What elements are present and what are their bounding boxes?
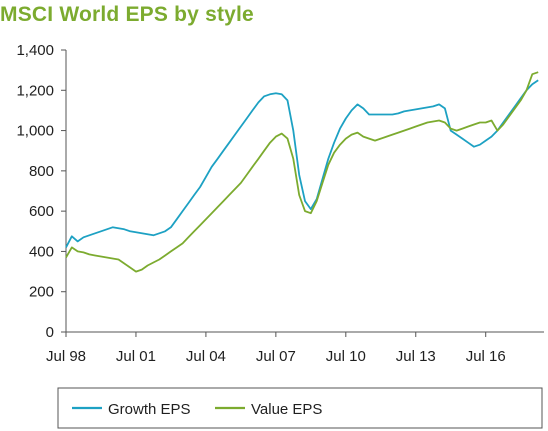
y-tick-label: 0 [46, 324, 54, 341]
growth-eps-line [65, 79, 539, 248]
x-tick-label: Jul 04 [186, 348, 226, 365]
x-tick-label: Jul 07 [256, 348, 296, 365]
legend: Growth EPS Value EPS [57, 387, 543, 429]
series-lines [65, 71, 539, 273]
x-tick-label: Jul 13 [396, 348, 436, 365]
chart-title: MSCI World EPS by style [0, 3, 254, 26]
x-tick-label: Jul 01 [116, 348, 156, 365]
x-axis: Jul 98 Jul 01 Jul 04 Jul 07 Jul 10 Jul 13 Jul … [46, 331, 544, 365]
y-axis: 0 200 400 600 800 1,000 1,200 1,400 [16, 42, 67, 341]
legend-label-value: Value EPS [251, 401, 322, 418]
x-tick-label: Jul 16 [466, 348, 506, 365]
y-tick-label: 1,000 [16, 123, 54, 140]
y-tick-label: 800 [29, 163, 54, 180]
value-eps-line [65, 71, 539, 273]
y-tick-label: 1,400 [16, 42, 54, 59]
legend-label-growth: Growth EPS [108, 401, 191, 418]
y-tick-label: 1,200 [16, 82, 54, 99]
y-tick-label: 600 [29, 203, 54, 220]
legend-box [57, 387, 543, 429]
x-tick-label: Jul 98 [46, 348, 86, 365]
x-tick-label: Jul 10 [326, 348, 366, 365]
y-tick-label: 400 [29, 243, 54, 260]
y-tick-label: 200 [29, 284, 54, 301]
